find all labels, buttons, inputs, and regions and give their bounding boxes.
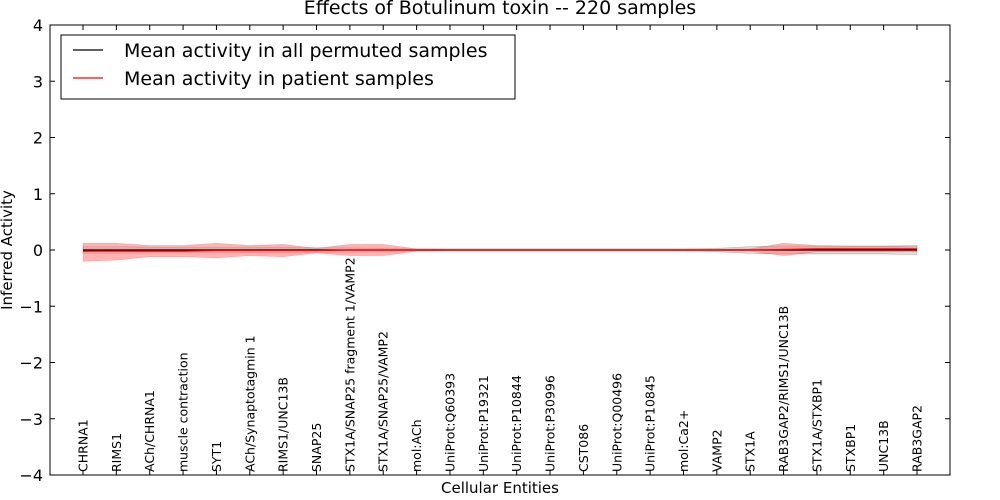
legend-box (60, 34, 516, 100)
patient-samples-band (82, 242, 918, 262)
x-tick-label: UniProt:P10844 (509, 375, 524, 472)
legend-label-patient: Mean activity in patient samples (124, 68, 434, 90)
x-tick-label: ACh/CHRNA1 (142, 390, 157, 472)
x-tick-label: mol:Ca2+ (676, 410, 691, 472)
y-axis-ticks: 4 3 2 1 0 −1 −2 −3 −4 (19, 16, 950, 485)
x-axis-label: Cellular Entities (441, 479, 559, 497)
x-tick-label: muscle contraction (176, 352, 191, 472)
x-tick-label: STX1A/SNAP25 fragment 1/VAMP2 (342, 257, 357, 472)
x-tick-label: UNC13B (876, 420, 891, 472)
y-tick-label: 0 (33, 241, 43, 260)
patient-samples-line (83, 248, 917, 252)
y-axis-label: Inferred Activity (0, 190, 16, 310)
y-tick-label: −3 (19, 410, 43, 429)
y-tick-label: 3 (33, 72, 43, 91)
x-tick-label: RIMS1/UNC13B (276, 377, 291, 472)
x-tick-label: UniProt:P10845 (643, 375, 658, 472)
y-tick-label: −4 (19, 466, 43, 485)
x-tick-label: CHRNA1 (76, 419, 91, 472)
x-tick-label: CST086 (576, 424, 591, 472)
x-tick-label: STX1A/STXBP1 (809, 379, 824, 472)
series-lines (83, 248, 917, 252)
x-tick-label: STX1A/SNAP25/VAMP2 (376, 331, 391, 472)
x-tick-label: ACh/Synaptotagmin 1 (242, 335, 257, 472)
x-tick-label: SNAP25 (309, 423, 324, 472)
x-tick-label: UniProt:Q00496 (609, 373, 624, 472)
x-tick-label: UniProt:P30996 (543, 375, 558, 472)
legend-label-permuted: Mean activity in all permuted samples (124, 40, 487, 62)
plot-area-frame (49, 24, 951, 476)
legend: Mean activity in all permuted samples Me… (60, 34, 516, 100)
x-tick-label: STX1A (743, 431, 758, 472)
x-tick-label: UniProt:P19321 (476, 375, 491, 472)
x-tick-label: RAB3GAP2 (910, 405, 925, 472)
y-tick-label: −1 (19, 297, 43, 316)
x-tick-label: VAMP2 (709, 429, 724, 472)
x-tick-label: STXBP1 (843, 424, 858, 472)
y-tick-label: 4 (33, 16, 43, 35)
chart-title: Effects of Botulinum toxin -- 220 sample… (304, 0, 696, 19)
x-tick-label: RIMS1 (109, 433, 124, 472)
x-axis-ticks: CHRNA1 RIMS1 ACh/CHRNA1 muscle contraction S… (76, 25, 925, 475)
y-tick-label: −2 (19, 354, 43, 373)
x-tick-label: UniProt:Q60393 (442, 373, 457, 472)
y-tick-label: 1 (33, 185, 43, 204)
x-tick-label: SYT1 (209, 441, 224, 472)
y-tick-label: 2 (33, 129, 43, 148)
x-tick-label: RAB3GAP2/RIMS1/UNC13B (776, 306, 791, 472)
x-tick-label: mol:ACh (409, 420, 424, 473)
